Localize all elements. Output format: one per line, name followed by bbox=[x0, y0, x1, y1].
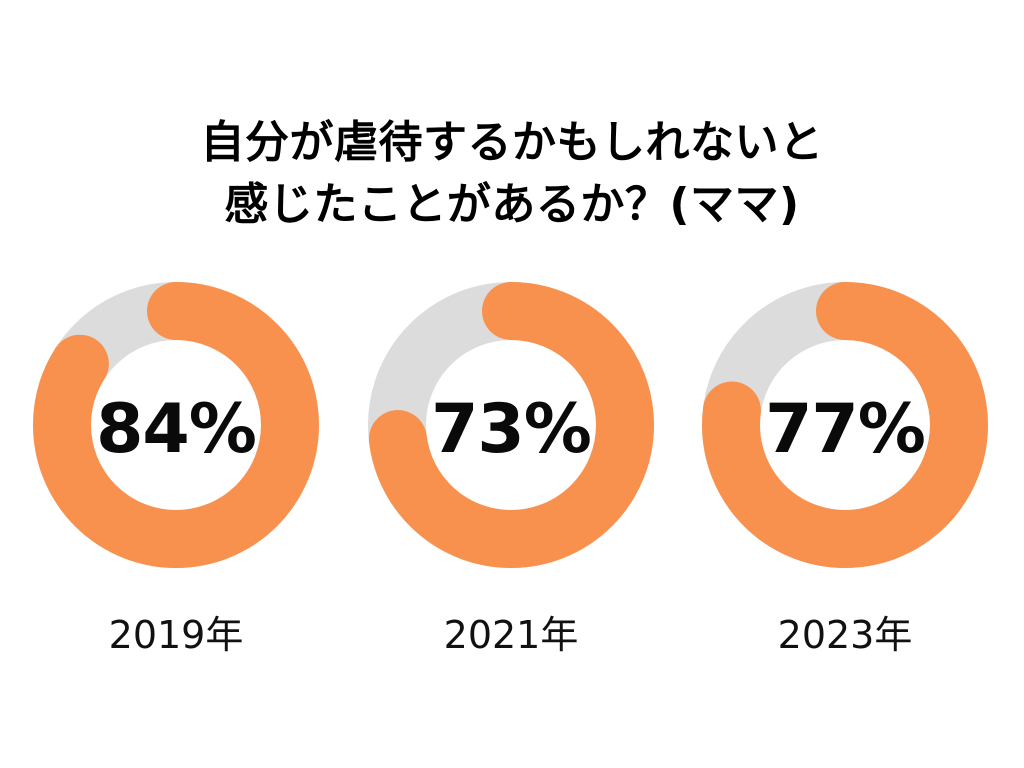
donut-svg-2021 bbox=[368, 282, 654, 568]
chart-title-line2: 感じたことがあるか？(ママ) bbox=[224, 179, 800, 230]
donut-value-label: 73% bbox=[431, 389, 592, 469]
year-label-2021: 2021年 bbox=[443, 613, 579, 657]
chart-title-line1: 自分が虐待するかもしれないと bbox=[200, 117, 824, 168]
year-label-2023: 2023年 bbox=[777, 613, 913, 657]
donut-arc bbox=[33, 282, 319, 568]
donut-value-label: 77% bbox=[765, 389, 926, 469]
donut-arc bbox=[368, 282, 654, 568]
donut-svg-2023 bbox=[702, 282, 988, 568]
year-label-2019: 2019年 bbox=[108, 613, 244, 657]
donut-value-label: 84% bbox=[96, 389, 257, 469]
chart-title: 自分が虐待するかもしれないと 感じたことがあるか？(ママ) bbox=[0, 112, 1024, 236]
donut-chart-2023: 77% bbox=[702, 282, 988, 568]
donut-chart-2019: 84% bbox=[33, 282, 319, 568]
donut-arc bbox=[702, 282, 988, 568]
donut-svg-2019 bbox=[33, 282, 319, 568]
donut-chart-2021: 73% bbox=[368, 282, 654, 568]
